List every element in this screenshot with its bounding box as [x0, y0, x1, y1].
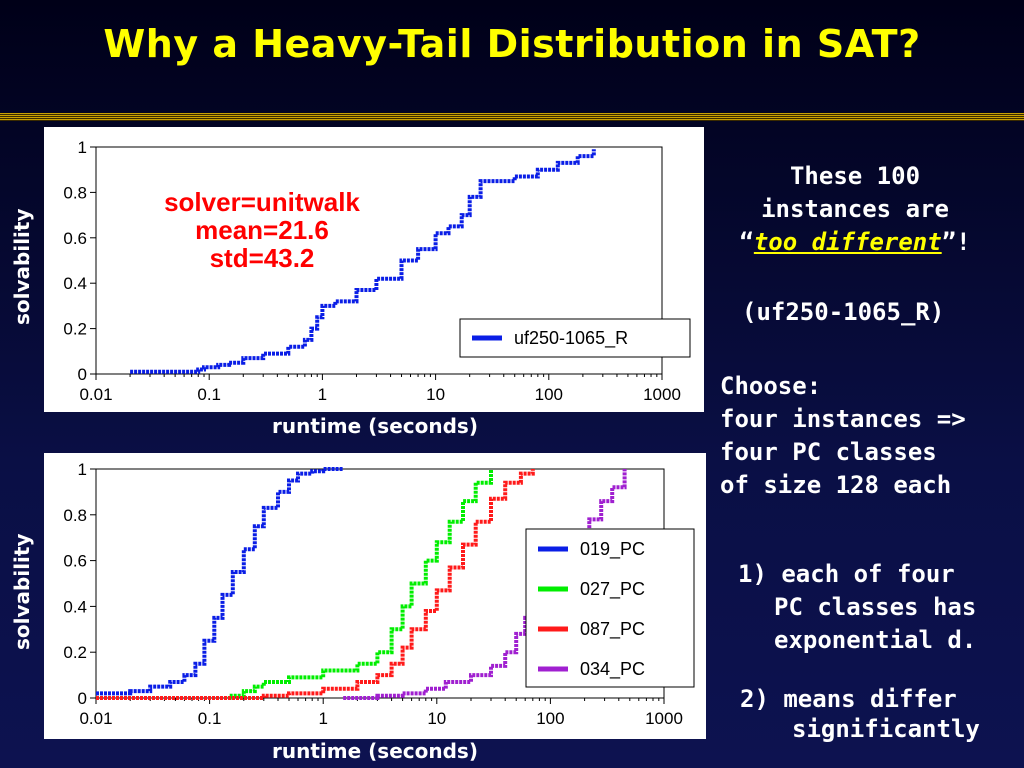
chart2-xlabel: runtime (seconds)	[272, 739, 478, 763]
x-tick-label: 0.01	[79, 385, 112, 404]
chart-uf250-svg: 0 0.2 0.4 0.6 0.8 1 0.01 0.1 1 10 100 1000 uf250-106…	[63, 138, 691, 404]
series-line-027_PC	[96, 469, 493, 700]
quote-open: “	[739, 228, 754, 256]
x-tick-label: 0.1	[198, 709, 222, 728]
annotation-line: solver=unitwalk	[164, 187, 360, 217]
y-tick-label: 0.8	[63, 506, 87, 525]
too-different-text: too different	[753, 228, 942, 256]
point1-line-2: PC classes has	[774, 593, 977, 621]
chart1-ylabel: solvability	[10, 208, 34, 325]
chart-pc-svg: 0 0.2 0.4 0.6 0.8 1 0.01 0.1 1 10 100 1000 019_PC 027…	[63, 460, 695, 728]
x-tick-label: 0.1	[197, 385, 221, 404]
point1-line-1: 1) each of four	[738, 560, 955, 588]
text-instances: These 100 instances are “too different”!	[720, 160, 990, 259]
chart2-ylabel: solvability	[10, 533, 34, 650]
y-tick-label: 0.2	[63, 643, 87, 662]
x-tick-label: 100	[536, 709, 564, 728]
choose-heading: Choose:	[720, 372, 822, 400]
y-tick-label: 1	[78, 460, 87, 479]
x-tick-label: 1	[318, 385, 327, 404]
legend-box	[525, 528, 695, 688]
title-divider	[0, 113, 1024, 121]
x-tick-label: 1000	[643, 385, 681, 404]
quote-close: ”!	[941, 228, 971, 256]
x-tick-label: 100	[535, 385, 563, 404]
y-tick-label: 0	[78, 689, 87, 708]
point2-line-1: 2) means differ	[740, 685, 957, 713]
legend-label: 087_PC	[580, 619, 645, 640]
y-tick-label: 0.6	[63, 552, 87, 571]
text-choose: Choose: four instances => four PC classe…	[720, 370, 966, 502]
text-instance-name: (uf250-1065_R)	[742, 298, 945, 326]
chart-pc-classes: 0 0.2 0.4 0.6 0.8 1 0.01 0.1 1 10 100 1000 019_PC 027…	[44, 453, 706, 739]
y-tick-label: 0.2	[63, 320, 87, 339]
series-line-034_PC	[343, 469, 627, 700]
legend-label: 027_PC	[580, 579, 645, 600]
choose-line-1: four instances =>	[720, 405, 966, 433]
series-line-uf250-1065_R	[130, 149, 596, 374]
choose-line-2: four PC classes	[720, 438, 937, 466]
text-point-2: 2) means differ significantly	[740, 684, 980, 744]
legend-label: uf250-1065_R	[514, 328, 628, 349]
choose-line-3: of size 128 each	[720, 471, 952, 499]
y-tick-label: 0.8	[63, 183, 87, 202]
y-tick-label: 1	[78, 138, 87, 157]
y-tick-label: 0.4	[63, 597, 87, 616]
chart1-xlabel: runtime (seconds)	[272, 414, 478, 438]
x-tick-label: 10	[426, 385, 445, 404]
text-line-1: These 100	[789, 162, 921, 190]
text-line-3: “too different”!	[720, 226, 990, 259]
legend-label: 019_PC	[580, 539, 645, 560]
x-tick-label: 1	[318, 709, 327, 728]
y-tick-label: 0.4	[63, 274, 87, 293]
x-tick-label: 10	[427, 709, 446, 728]
text-point-1: 1) each of four PC classes has exponenti…	[738, 558, 976, 657]
x-tick-label: 1000	[645, 709, 683, 728]
y-tick-label: 0	[78, 365, 87, 384]
text-line-2: instances are	[761, 195, 949, 223]
series-line-087_PC	[96, 469, 535, 700]
annotation-line: std=43.2	[210, 243, 315, 273]
slide-title: Why a Heavy-Tail Distribution in SAT?	[103, 22, 921, 66]
chart-uf250: 0 0.2 0.4 0.6 0.8 1 0.01 0.1 1 10 100 1000 uf250-106…	[44, 127, 704, 412]
series-line-019_PC	[96, 467, 344, 696]
annotation-line: mean=21.6	[195, 215, 329, 245]
x-tick-label: 0.01	[79, 709, 112, 728]
y-tick-label: 0.6	[63, 229, 87, 248]
point2-line-2: significantly	[792, 715, 980, 743]
point1-line-3: exponential d.	[774, 626, 977, 654]
legend-label: 034_PC	[580, 659, 645, 680]
